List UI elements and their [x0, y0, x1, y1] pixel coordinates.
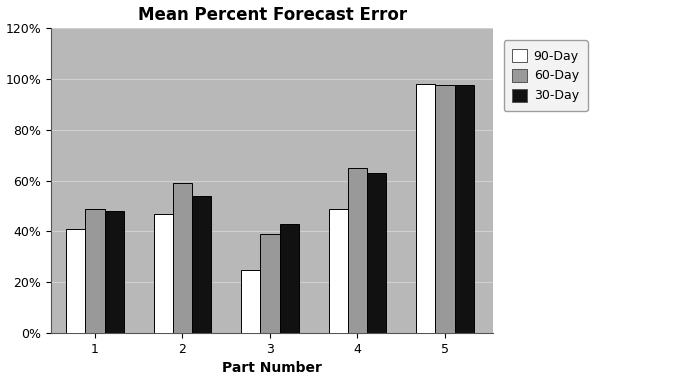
Bar [435, 85, 454, 333]
Bar [454, 85, 474, 333]
Bar [105, 211, 124, 333]
Bar [260, 234, 280, 333]
Bar [367, 173, 387, 333]
Legend: 90-Day, 60-Day, 30-Day: 90-Day, 60-Day, 30-Day [504, 40, 588, 111]
Bar [85, 208, 105, 333]
Title: Mean Percent Forecast Error: Mean Percent Forecast Error [138, 6, 407, 24]
Bar [280, 224, 298, 333]
Bar [416, 84, 435, 333]
Bar [66, 229, 85, 333]
Bar [241, 270, 260, 333]
Bar [348, 168, 367, 333]
Bar [192, 196, 211, 333]
X-axis label: Part Number: Part Number [222, 362, 322, 375]
Bar [329, 208, 348, 333]
Bar [154, 214, 173, 333]
Bar [173, 183, 192, 333]
